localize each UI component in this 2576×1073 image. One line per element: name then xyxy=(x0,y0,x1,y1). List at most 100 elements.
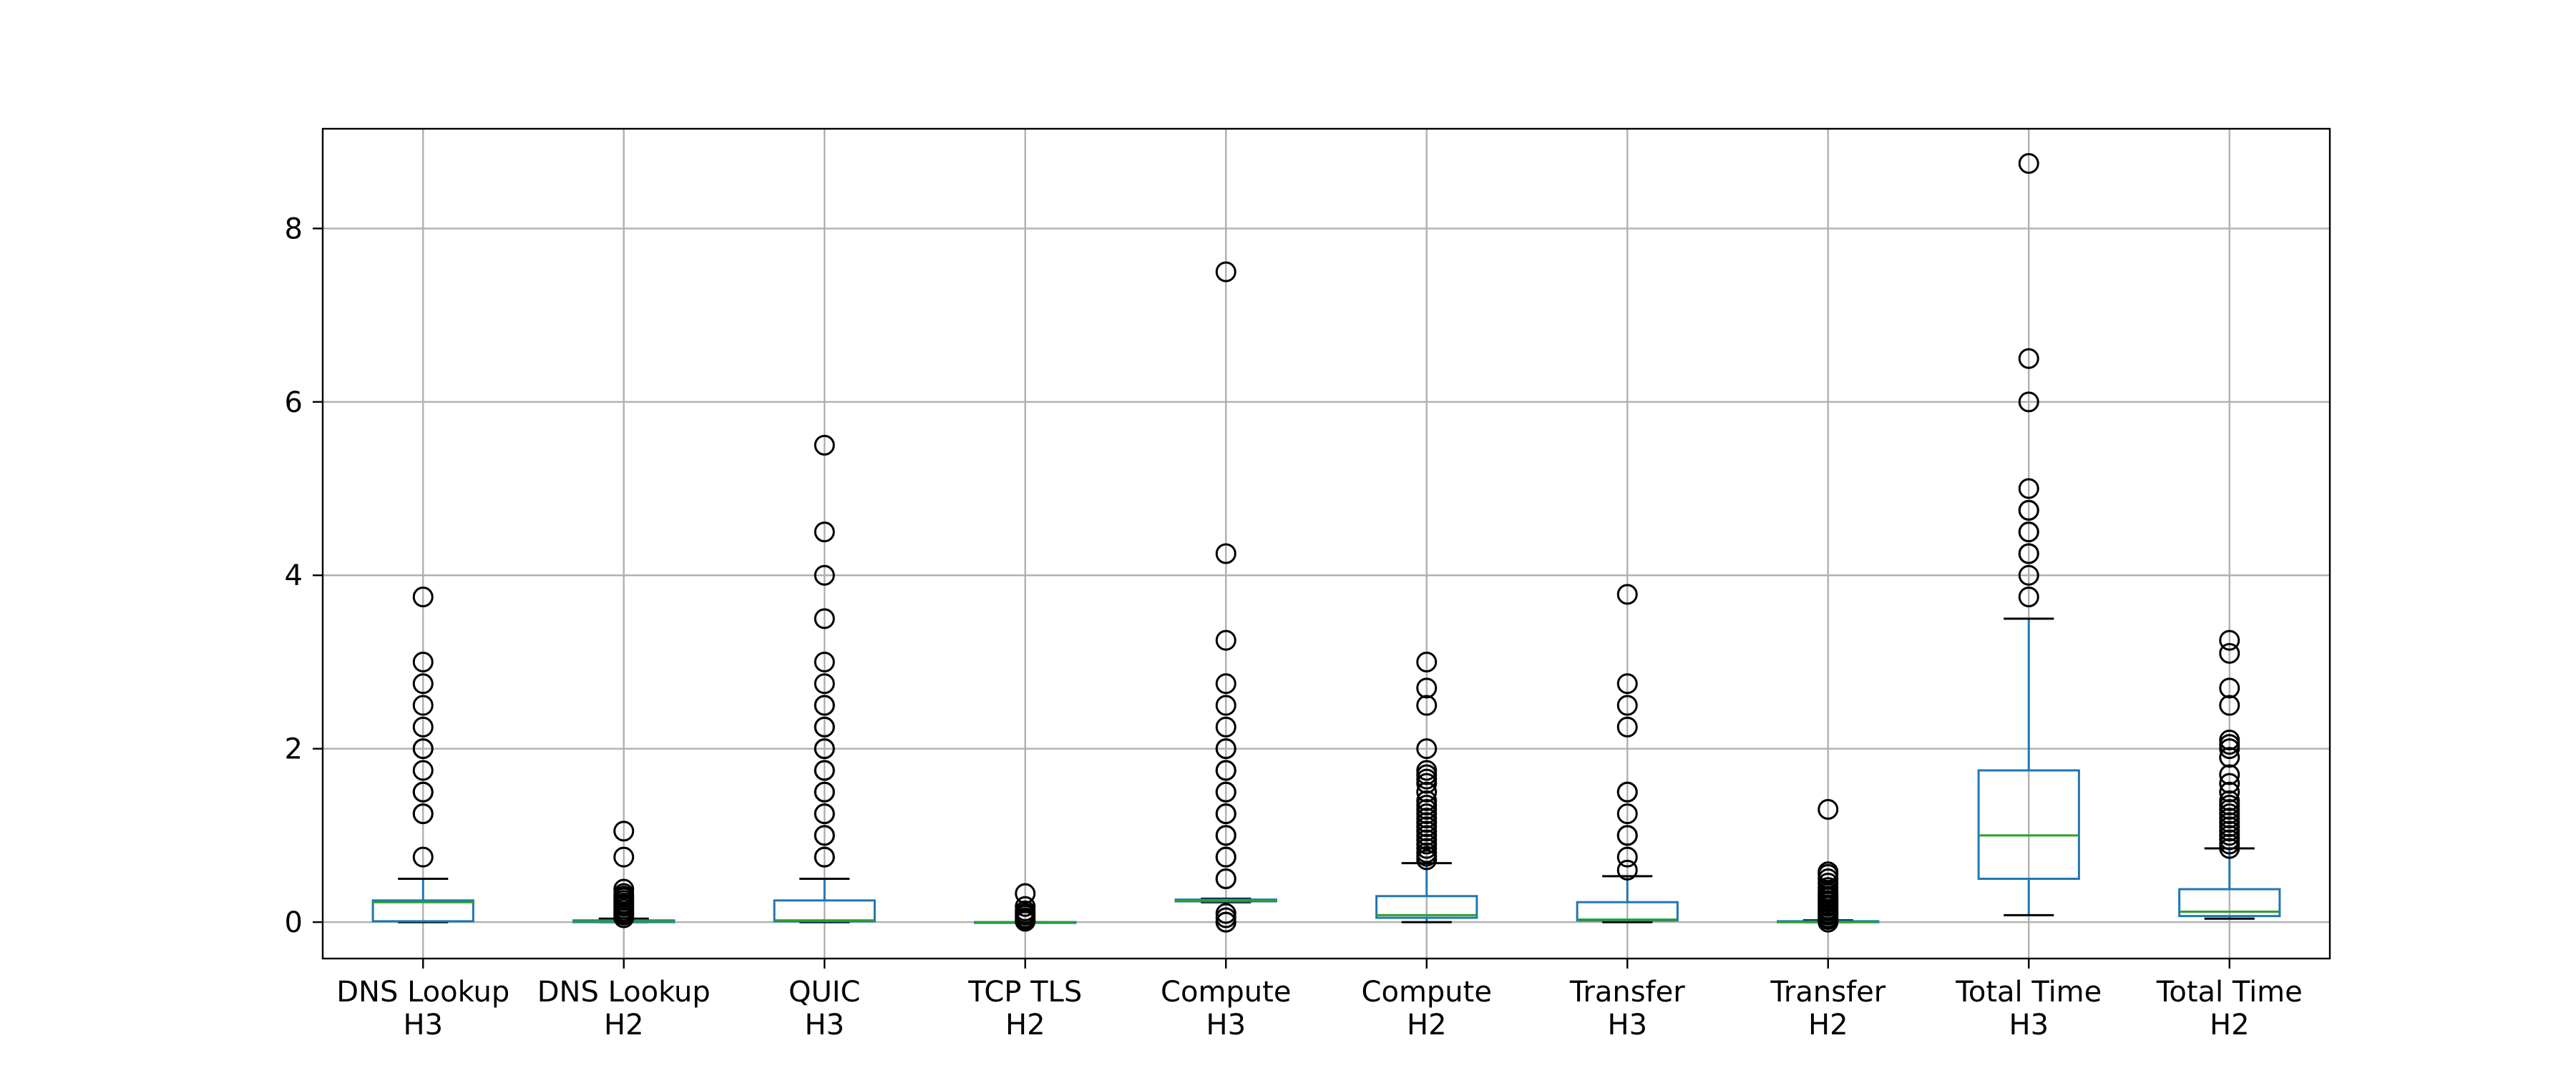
outlier-point xyxy=(1215,868,1236,889)
outlier-point xyxy=(412,760,434,781)
outlier-point xyxy=(1215,261,1236,283)
outlier-point xyxy=(1416,651,1438,672)
x-tick-label: H3 xyxy=(1206,1009,1246,1042)
outlier-point xyxy=(1015,896,1036,917)
x-tick-label: H3 xyxy=(804,1009,844,1042)
x-tick-label: H2 xyxy=(604,1009,644,1042)
x-tick-label: H3 xyxy=(403,1009,443,1042)
outlier-point xyxy=(2219,642,2240,664)
outlier-point xyxy=(1215,846,1236,868)
outlier-point xyxy=(814,608,835,629)
outlier-point xyxy=(613,846,635,868)
box-group xyxy=(773,434,876,923)
x-tick-label: DNS Lookup xyxy=(537,976,711,1009)
outlier-point xyxy=(2018,478,2039,499)
outlier-point xyxy=(814,846,835,868)
x-tick-label: Total Time xyxy=(2156,976,2303,1009)
outlier-point xyxy=(1215,781,1236,803)
outlier-point xyxy=(2018,499,2039,521)
outlier-point xyxy=(1215,716,1236,738)
outlier-point xyxy=(1616,716,1638,738)
outlier-point xyxy=(814,695,835,716)
outlier-point xyxy=(2219,764,2240,785)
x-tick-label: H3 xyxy=(2009,1009,2049,1042)
outlier-point xyxy=(412,651,434,672)
outlier-point xyxy=(1818,799,1839,820)
outlier-point xyxy=(2219,790,2240,811)
outlier-point xyxy=(2018,348,2039,369)
outlier-point xyxy=(412,781,434,803)
outlier-point xyxy=(1416,677,1438,699)
outlier-point xyxy=(1416,695,1438,716)
outlier-point xyxy=(1215,760,1236,781)
outlier-point xyxy=(2018,543,2039,564)
outlier-point xyxy=(412,846,434,868)
box-group xyxy=(1977,152,2080,916)
outlier-point xyxy=(412,803,434,825)
outlier-point xyxy=(814,781,835,803)
outlier-point xyxy=(814,738,835,760)
outlier-point xyxy=(412,587,434,608)
outlier-point xyxy=(1215,825,1236,846)
x-tick-label: H2 xyxy=(1005,1009,1045,1042)
outlier-point xyxy=(2018,564,2039,586)
outlier-point xyxy=(1215,629,1236,651)
outlier-point xyxy=(613,878,635,900)
x-tick-label: H2 xyxy=(2210,1009,2250,1042)
outlier-point xyxy=(2018,391,2039,413)
outlier-point xyxy=(412,738,434,760)
outlier-point xyxy=(412,695,434,716)
outlier-point xyxy=(814,521,835,543)
outlier-point xyxy=(1215,738,1236,760)
box-group xyxy=(1375,651,1478,923)
outlier-point xyxy=(2018,587,2039,608)
outlier-point xyxy=(1416,790,1438,811)
outlier-point xyxy=(814,803,835,825)
outlier-point xyxy=(1616,859,1638,881)
box-group xyxy=(1174,261,1277,933)
box xyxy=(1977,769,2080,880)
outlier-point xyxy=(2219,629,2240,651)
x-tick-label: H2 xyxy=(1808,1009,1848,1042)
x-tick-label: Compute xyxy=(1362,976,1492,1009)
y-tick-label: 6 xyxy=(285,386,303,419)
outlier-point xyxy=(412,716,434,738)
outlier-point xyxy=(2219,781,2240,803)
y-tick-label: 2 xyxy=(285,733,303,766)
x-tick-label: H3 xyxy=(1607,1009,1647,1042)
outlier-point xyxy=(1015,883,1036,904)
outlier-point xyxy=(1616,846,1638,868)
x-tick-label: Transfer xyxy=(1569,976,1685,1009)
x-tick-label: Transfer xyxy=(1770,976,1885,1009)
box-group xyxy=(1576,584,1679,923)
outlier-point xyxy=(1416,760,1438,781)
outlier-point xyxy=(613,820,635,842)
outlier-point xyxy=(814,434,835,456)
box-group xyxy=(572,820,675,929)
outlier-point xyxy=(1616,695,1638,716)
outlier-point xyxy=(1215,803,1236,825)
outlier-point xyxy=(412,673,434,695)
box-group xyxy=(974,883,1077,932)
outlier-point xyxy=(814,825,835,846)
outlier-point xyxy=(1616,825,1638,846)
outlier-point xyxy=(1215,673,1236,695)
outlier-point xyxy=(1215,543,1236,564)
outlier-point xyxy=(2219,695,2240,716)
x-tick-label: H2 xyxy=(1407,1009,1447,1042)
outlier-point xyxy=(814,673,835,695)
outlier-point xyxy=(2018,152,2039,174)
outlier-point xyxy=(1616,803,1638,825)
outlier-point xyxy=(2219,730,2240,751)
x-tick-label: Compute xyxy=(1161,976,1291,1009)
outlier-point xyxy=(814,564,835,586)
y-tick-label: 4 xyxy=(285,559,303,592)
x-tick-label: QUIC xyxy=(789,976,861,1009)
outlier-point xyxy=(1616,781,1638,803)
box-group xyxy=(371,587,474,923)
box xyxy=(1375,895,1478,919)
outlier-point xyxy=(2219,677,2240,699)
box-series xyxy=(371,152,2281,933)
